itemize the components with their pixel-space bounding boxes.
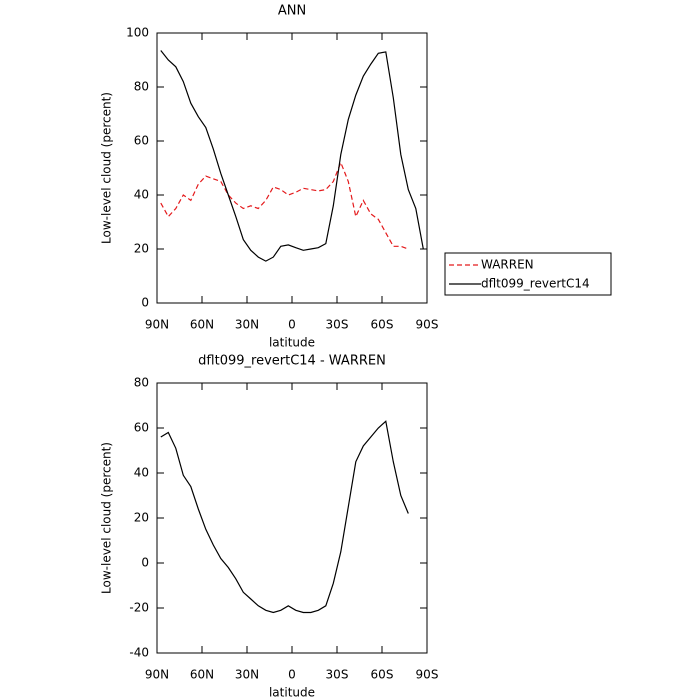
x-axis-label: latitude [269, 336, 315, 350]
x-tick-label: 30S [326, 318, 349, 332]
x-axis-label: latitude [269, 686, 315, 700]
chart-title: ANN [278, 4, 306, 19]
x-tick-label: 30N [235, 318, 259, 332]
x-tick-label: 0 [288, 318, 296, 332]
x-tick-label: 90S [416, 668, 439, 682]
data-line [160, 50, 424, 262]
x-tick-label: 60S [371, 668, 394, 682]
y-tick-label: -20 [129, 601, 149, 615]
x-tick-label: 90S [416, 318, 439, 332]
y-axis-label: Low-level cloud (percent) [100, 442, 114, 594]
x-tick-label: 30S [326, 668, 349, 682]
y-tick-label: 20 [134, 242, 149, 256]
y-tick-label: 80 [134, 80, 149, 94]
x-tick-label: 90N [145, 318, 169, 332]
x-tick-label: 60S [371, 318, 394, 332]
chart-title: dflt099_revertC14 - WARREN [198, 354, 386, 369]
y-tick-label: 0 [141, 296, 149, 310]
plot-frame [156, 32, 428, 304]
x-tick-label: 90N [145, 668, 169, 682]
y-tick-label: 40 [134, 466, 149, 480]
y-tick-label: 80 [134, 376, 149, 390]
x-tick-label: 60N [190, 318, 214, 332]
legend-box [444, 252, 612, 296]
x-tick-label: 0 [288, 668, 296, 682]
y-tick-label: 100 [126, 26, 149, 40]
plot-frame [156, 382, 428, 654]
legend-label: WARREN [481, 258, 534, 272]
y-axis-label: Low-level cloud (percent) [100, 92, 114, 244]
y-tick-label: 0 [141, 556, 149, 570]
x-tick-label: 30N [235, 668, 259, 682]
y-tick-label: -40 [129, 646, 149, 660]
legend-label: dflt099_revertC14 [481, 277, 590, 291]
y-tick-label: 60 [134, 134, 149, 148]
y-tick-label: 20 [134, 511, 149, 525]
data-line [160, 160, 409, 250]
x-tick-label: 60N [190, 668, 214, 682]
data-line [160, 420, 409, 614]
y-tick-label: 60 [134, 421, 149, 435]
y-tick-label: 40 [134, 188, 149, 202]
